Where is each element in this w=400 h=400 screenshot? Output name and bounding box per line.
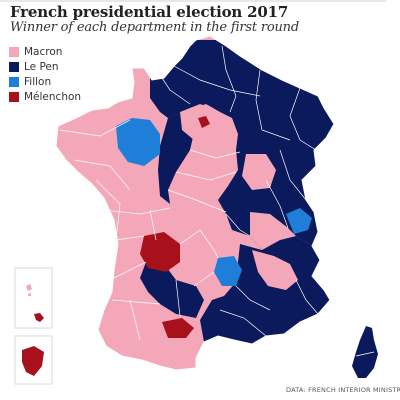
region-melenchon-centre xyxy=(140,232,180,272)
legend-swatch-le-pen xyxy=(9,61,19,72)
source-note: DATA: FRENCH INTERIOR MINISTRY xyxy=(286,386,400,394)
region-lepen-centre xyxy=(158,112,196,204)
region-melenchon-ariege xyxy=(162,318,194,338)
legend-label-macron: Macron xyxy=(24,45,63,58)
legend-label-melenchon: Mélenchon xyxy=(24,90,82,103)
region-macron-centre-est xyxy=(242,154,276,190)
legend-item-le-pen: Le Pen xyxy=(9,59,81,74)
region-macron-alps xyxy=(250,212,296,250)
inset-martinique xyxy=(34,313,44,322)
legend-swatch-macron xyxy=(9,46,19,57)
legend-label-fillon: Fillon xyxy=(24,75,52,88)
region-fillon-west xyxy=(116,118,160,166)
legend-swatch-fillon xyxy=(9,76,19,87)
inset-guadeloupe-islet xyxy=(28,293,31,296)
legend-item-fillon: Fillon xyxy=(9,74,81,89)
region-fillon-savoie xyxy=(286,208,312,234)
region-corsica xyxy=(352,326,378,378)
inset-guyane xyxy=(22,346,44,376)
region-lepen-south-west xyxy=(140,262,204,318)
mainland-regions xyxy=(56,36,334,370)
legend-label-le-pen: Le Pen xyxy=(24,60,59,73)
inset-guadeloupe xyxy=(26,284,32,291)
legend-swatch-melenchon xyxy=(9,91,19,102)
region-fillon-lozere xyxy=(214,256,242,286)
region-melenchon-paris xyxy=(198,116,210,128)
region-macron-provence xyxy=(252,250,298,290)
chart-subtitle: Winner of each department in the first r… xyxy=(10,20,299,35)
legend: Macron Le Pen Fillon Mélenchon xyxy=(9,44,81,104)
region-lepen-south-east xyxy=(200,236,330,344)
legend-item-macron: Macron xyxy=(9,44,81,59)
legend-item-melenchon: Mélenchon xyxy=(9,89,81,104)
corsica-border xyxy=(355,351,375,357)
chart-title: French presidential election 2017 xyxy=(10,3,289,21)
department-borders xyxy=(59,45,319,341)
inset-frame-antilles xyxy=(14,267,53,329)
top-rule xyxy=(0,0,386,2)
